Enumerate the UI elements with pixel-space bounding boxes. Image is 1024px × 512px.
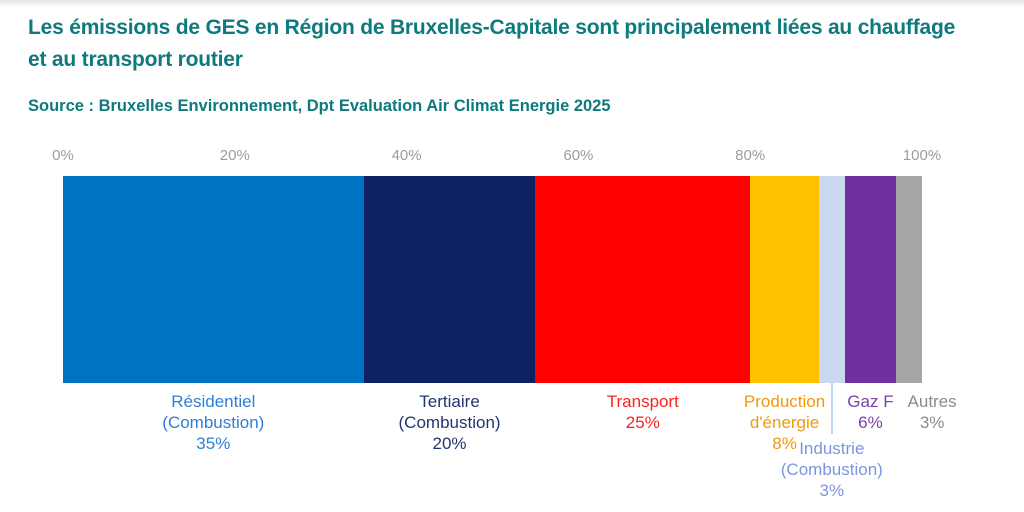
label-line: Industrie bbox=[799, 439, 865, 458]
bar-segment-residentiel-combustion bbox=[63, 176, 364, 383]
top-gradient bbox=[0, 0, 1024, 7]
label-line: (Combustion) bbox=[398, 413, 501, 432]
label-line: Résidentiel bbox=[171, 392, 256, 411]
chart-title-line-1: Les émissions de GES en Région de Bruxel… bbox=[28, 16, 956, 39]
label-line: Gaz F bbox=[847, 392, 894, 411]
label-line: (Combustion) bbox=[162, 413, 265, 432]
label-line: 25% bbox=[625, 413, 660, 432]
axis-tick-80: 80% bbox=[735, 147, 766, 164]
label-line: Production bbox=[743, 392, 826, 411]
segment-labels: Résidentiel (Combustion) 35% Tertiaire (Comb… bbox=[63, 383, 957, 508]
segment-label-production-d-energie: Production d'énergie 8% bbox=[744, 391, 825, 454]
bar-segment-transport bbox=[535, 176, 751, 383]
label-line: 3% bbox=[919, 413, 945, 432]
bar-segment-tertiaire-combustion bbox=[363, 176, 536, 383]
chart-title: Les émissions de GES en Région de Bruxel… bbox=[28, 12, 1008, 76]
axis-tick-0: 0% bbox=[52, 147, 74, 164]
axis-tick-60: 60% bbox=[563, 147, 594, 164]
segment-label-autres: Autres 3% bbox=[908, 391, 957, 433]
label-line: Autres bbox=[907, 392, 957, 411]
bar-segment-gaz-f bbox=[844, 176, 897, 383]
segment-label-industrie-combustion: Industrie (Combustion) 3% bbox=[781, 438, 883, 501]
axis-tick-40: 40% bbox=[391, 147, 422, 164]
label-line: 3% bbox=[819, 481, 845, 500]
label-line: Tertiaire bbox=[419, 392, 480, 411]
axis-ticks: 0% 20% 40% 60% 80% 100% bbox=[52, 147, 941, 167]
bar-segment-production-d-energie bbox=[750, 176, 819, 383]
label-line: 20% bbox=[432, 434, 467, 453]
bar-segment-autres bbox=[896, 176, 922, 383]
segment-label-tertiaire-combustion: Tertiaire (Combustion) 20% bbox=[399, 391, 501, 454]
label-line: (Combustion) bbox=[780, 460, 883, 479]
axis-tick-20: 20% bbox=[219, 147, 250, 164]
label-line: 8% bbox=[772, 434, 797, 453]
chart-title-line-2: et au transport routier bbox=[28, 48, 243, 71]
segment-label-residentiel-combustion: Résidentiel (Combustion) 35% bbox=[162, 391, 264, 454]
label-line: Transport bbox=[606, 392, 679, 411]
bar-segment-industrie-combustion bbox=[818, 176, 845, 383]
stacked-bar bbox=[63, 176, 922, 383]
segment-label-gaz-f: Gaz F 6% bbox=[847, 391, 893, 433]
label-line: 35% bbox=[196, 434, 231, 453]
axis-tick-100: 100% bbox=[902, 147, 942, 164]
leader-line-industrie-combustion bbox=[830, 383, 833, 434]
chart-source: Source : Bruxelles Environnement, Dpt Ev… bbox=[28, 97, 611, 115]
label-line: 6% bbox=[858, 413, 883, 432]
segment-label-transport: Transport 25% bbox=[607, 391, 679, 433]
label-line: d'énergie bbox=[749, 413, 820, 432]
